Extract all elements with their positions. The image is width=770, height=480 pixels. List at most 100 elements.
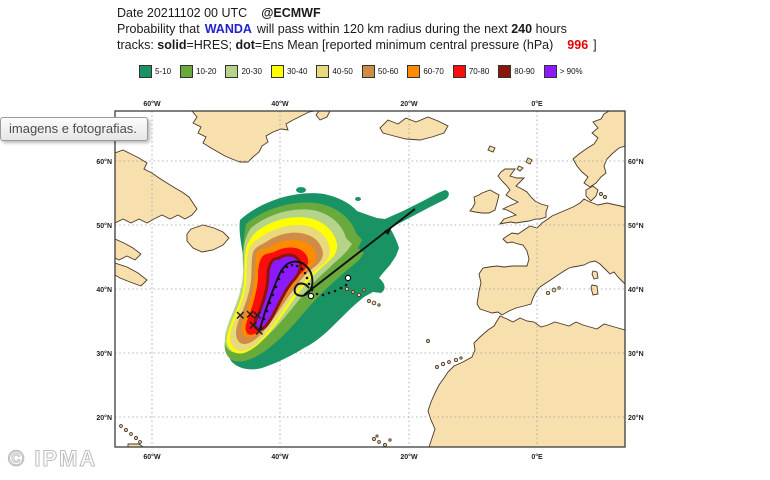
landmass-cape-verde [377, 440, 381, 444]
lon-label-bottom: 0°E [531, 453, 543, 461]
landmass-greenland-east [315, 111, 331, 121]
track-arrowhead [384, 227, 392, 235]
legend-range-label: 10-20 [196, 67, 217, 76]
legend-item: 70-80 [452, 65, 490, 78]
landmass-balearic [545, 290, 551, 296]
probability-speck [296, 187, 306, 193]
landmass-cape-verde [372, 437, 376, 441]
landmass-nova-scotia [115, 262, 148, 287]
lat-label-left: 60°N [96, 158, 112, 166]
lon-label-top: 0°E [531, 100, 543, 108]
landmass-canary [447, 360, 451, 364]
landmass-canary [459, 356, 463, 360]
legend-swatch [225, 65, 239, 78]
hres-track [258, 208, 416, 333]
probability-contours [224, 187, 449, 370]
lat-label-right: 60°N [628, 158, 644, 166]
landmass-africa [427, 315, 625, 447]
landmass-canary [440, 361, 446, 367]
landmass-orkney [516, 165, 524, 172]
legend-swatch [270, 65, 284, 78]
bracket-close: ] [593, 38, 597, 52]
lat-label-right: 20°N [628, 414, 644, 422]
ens-mean-track [259, 263, 352, 329]
legend-item: > 90% [543, 65, 583, 78]
map-layers [115, 111, 625, 447]
landmass-newfoundland [186, 224, 230, 253]
probability-legend: 5-10 10-20 20-30 30-40 40-50 50-60 60-70… [139, 65, 583, 78]
ens-mean-label: =Ens Mean [reported minimum central pres… [254, 38, 554, 52]
landmass-antilles [138, 440, 142, 444]
legend-range-label: 40-50 [332, 67, 353, 76]
legend-item: 30-40 [270, 65, 307, 78]
landmass-sardinia [590, 284, 599, 296]
landmass-cape-verde [383, 443, 387, 447]
legend-swatch [543, 65, 557, 78]
header-line-tracks: tracks: solid=HRES; dot=Ens Mean [report… [117, 37, 597, 53]
legend-item: 60-70 [407, 65, 444, 78]
landmass-ireland [469, 189, 500, 214]
landmass-antilles [129, 432, 133, 436]
landmass-canary [435, 365, 439, 369]
legend-range-label: 60-70 [423, 67, 444, 76]
lat-label-left: 20°N [96, 414, 112, 422]
legend-item: 5-10 [139, 65, 171, 78]
legend-swatch [452, 65, 466, 78]
ens-mean-position-circle [307, 292, 315, 300]
legend-range-label: 80-90 [514, 67, 535, 76]
legend-swatch [361, 65, 375, 78]
legend-swatch [139, 65, 152, 78]
legend-swatch [316, 65, 330, 78]
landmass-danish-isle [599, 192, 603, 196]
tracks-label: tracks: [117, 38, 154, 52]
browser-tooltip: imagens e fotografias. [0, 117, 148, 141]
legend-range-label: > 90% [559, 67, 583, 76]
landmasses [115, 111, 625, 447]
axis-labels: 60°W 40°W 20°W 0°E 60°W 40°W 20°W 0°E 60… [96, 100, 643, 461]
title-prefix: Probability that [117, 22, 200, 36]
legend-swatch [407, 65, 421, 78]
landmass-corsica [591, 270, 599, 280]
legend-range-label: 50-60 [377, 67, 399, 76]
legend-item: 10-20 [180, 65, 216, 78]
map-border [114, 110, 626, 448]
lat-label-left: 30°N [96, 350, 112, 358]
legend-range-label: 5-10 [155, 67, 172, 76]
forecast-hours: 240 [511, 22, 533, 36]
landmass-cape-verde [388, 438, 392, 442]
lat-label-left: 40°N [96, 286, 112, 294]
min-pressure-value: 996 [567, 38, 589, 52]
landmass-iceland [379, 116, 449, 141]
header-line-date: Date 20211102 00 UTC @ECMWF [117, 5, 597, 21]
lat-label-right: 50°N [628, 222, 644, 230]
landmass-europe-mainland [476, 198, 625, 316]
landmass-antilles [124, 428, 128, 432]
landmass-greenland [191, 111, 315, 163]
legend-swatch [498, 65, 512, 78]
hres-label: =HRES; [186, 38, 232, 52]
source-text: @ECMWF [261, 6, 321, 20]
date-text: Date 20211102 00 UTC [117, 6, 248, 20]
legend-swatch [180, 65, 194, 78]
landmass-denmark [585, 185, 599, 202]
solid-track-label: solid [157, 38, 187, 52]
lon-label-bottom: 40°W [271, 453, 289, 461]
lat-label-right: 30°N [628, 350, 644, 358]
lon-label-top: 60°W [143, 100, 161, 108]
observed-position-markers [236, 310, 263, 335]
legend-range-label: 70-80 [468, 67, 490, 76]
lon-label-top: 20°W [400, 100, 418, 108]
lat-label-left: 50°N [96, 222, 112, 230]
lon-label-bottom: 20°W [400, 453, 418, 461]
landmass-canary [453, 357, 459, 363]
landmass-cape-verde [375, 434, 379, 438]
title-mid: will pass within 120 km radius during th… [256, 22, 508, 36]
landmass-antilles [119, 424, 123, 428]
landmass-faroe-islands [487, 145, 496, 153]
legend-item: 40-50 [316, 65, 353, 78]
dot-track-label: dot [235, 38, 255, 52]
legend-item: 80-90 [498, 65, 535, 78]
lon-label-top: 40°W [271, 100, 289, 108]
